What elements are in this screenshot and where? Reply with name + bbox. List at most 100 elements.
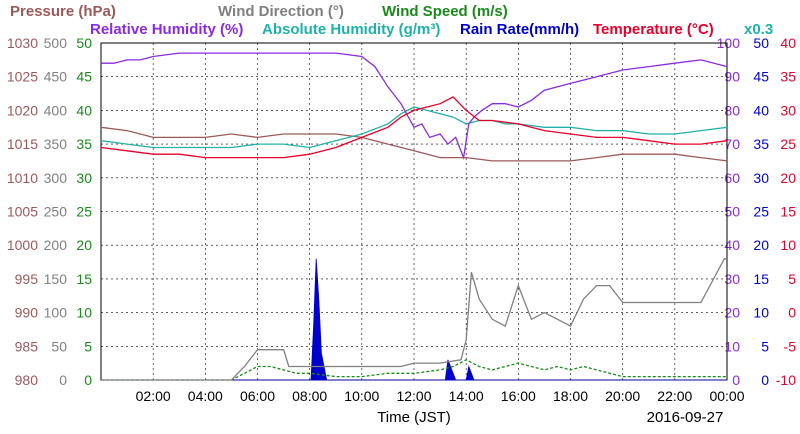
rain-rate-tick-label: 40 [753, 102, 769, 118]
wind-direction-tick-label: 200 [44, 237, 68, 253]
relative-humidity-tick-label: 90 [724, 69, 740, 85]
wind-speed-tick-label: 20 [76, 237, 92, 253]
pressure-tick-label: 1030 [7, 35, 38, 51]
series-relative-line [101, 52, 728, 161]
relative-humidity-tick-label: 30 [724, 271, 740, 287]
x-tick-label: 12:00 [396, 388, 431, 404]
rain-rate-tick-label: 0 [761, 372, 769, 388]
wind-direction-tick-label: 450 [44, 69, 68, 85]
wind-speed-tick-label: 10 [76, 305, 92, 321]
x-tick-label: 22:00 [657, 388, 692, 404]
wind-direction-tick-label: 400 [44, 102, 68, 118]
wind-speed-tick-label: 15 [76, 271, 92, 287]
pressure-tick-label: 1020 [7, 102, 38, 118]
relative-humidity-tick-label: 0 [732, 372, 740, 388]
rain-rate-tick-label: 25 [753, 204, 769, 220]
relative-humidity-tick-label: 20 [724, 305, 740, 321]
x-tick-label: 02:00 [136, 388, 171, 404]
x-tick-label: 14:00 [449, 388, 484, 404]
legend-entry: Wind Direction (°) [218, 3, 344, 20]
wind-direction-tick-label: 0 [59, 372, 67, 388]
legend-entry: Temperature (°C) [593, 21, 714, 38]
wind-speed-tick-label: 0 [84, 372, 92, 388]
temperature-tick-label: 20 [780, 170, 796, 186]
x-tick-label: 10:00 [344, 388, 379, 404]
pressure-tick-label: 1000 [7, 237, 38, 253]
legend: Pressure (hPa) Wind Direction (°) Wind Spe… [10, 3, 773, 38]
legend-entry: Relative Humidity (%) [90, 21, 243, 38]
temperature-tick-label: -10 [776, 372, 796, 388]
pressure-tick-label: 980 [15, 372, 39, 388]
grid [101, 43, 727, 380]
wind-direction-tick-label: 500 [44, 35, 68, 51]
legend-entry: Absolute Humidity (g/m³) [262, 21, 440, 38]
wind-speed-tick-label: 40 [76, 102, 92, 118]
legend-entry: Rain Rate(mm/h) [460, 21, 579, 38]
relative-humidity-tick-label: 10 [724, 338, 740, 354]
relative-humidity-tick-label: 50 [724, 204, 740, 220]
temperature-tick-label: 5 [788, 271, 796, 287]
pressure-tick-label: 1025 [7, 69, 38, 85]
series-wind-line [101, 359, 727, 381]
wind-speed-tick-label: 25 [76, 204, 92, 220]
wind-speed-tick-label: 5 [84, 338, 92, 354]
relative-humidity-tick-label: 70 [724, 136, 740, 152]
left-axes: 9809859909951000100510101015102010251030… [7, 35, 92, 388]
x-axis: 02:00 04:00 06:00 08:00 10:00 12:00 14:00 16:00… [136, 388, 745, 404]
wind-speed-tick-label: 30 [76, 170, 92, 186]
temperature-tick-label: -5 [784, 338, 797, 354]
pressure-tick-label: 995 [15, 271, 39, 287]
temperature-tick-label: 0 [788, 305, 796, 321]
pressure-tick-label: 985 [15, 338, 39, 354]
pressure-tick-label: 1005 [7, 204, 38, 220]
rain-rate-tick-label: 35 [753, 136, 769, 152]
wind-direction-tick-label: 50 [51, 338, 67, 354]
right-axes: 0102030405060708090100051015202530354045… [717, 35, 797, 388]
date-label: 2016-09-27 [647, 409, 724, 426]
temperature-tick-label: 35 [780, 69, 796, 85]
x-axis-label: Time (JST) [377, 409, 451, 426]
rain-rate-tick-label: 15 [753, 271, 769, 287]
temperature-tick-label: 25 [780, 136, 796, 152]
x-tick-label: 16:00 [501, 388, 536, 404]
relative-humidity-tick-label: 60 [724, 170, 740, 186]
wind-direction-tick-label: 150 [44, 271, 68, 287]
wind-speed-tick-label: 35 [76, 136, 92, 152]
temperature-tick-label: 15 [780, 204, 796, 220]
series-pressure-line [100, 126, 728, 162]
pressure-tick-label: 990 [15, 305, 39, 321]
rain-rate-tick-label: 50 [753, 35, 769, 51]
legend-entry: Pressure (hPa) [10, 3, 116, 20]
series-wind-line [101, 258, 727, 381]
x-tick-label: 04:00 [188, 388, 223, 404]
relative-humidity-tick-label: 40 [724, 237, 740, 253]
temperature-tick-label: 40 [780, 35, 796, 51]
x-tick-label: 08:00 [292, 388, 327, 404]
wind-direction-tick-label: 100 [44, 305, 68, 321]
legend-entry: x0.3 [744, 21, 773, 38]
x-tick-label: 20:00 [605, 388, 640, 404]
pressure-tick-label: 1015 [7, 136, 38, 152]
pressure-tick-label: 1010 [7, 170, 38, 186]
relative-humidity-tick-label: 100 [717, 35, 741, 51]
wind-direction-tick-label: 350 [44, 136, 68, 152]
rain-rate-tick-label: 30 [753, 170, 769, 186]
rain-rate-tick-label: 20 [753, 237, 769, 253]
series-temperature-line [100, 96, 728, 159]
series-rain-area [101, 258, 727, 381]
temperature-tick-label: 10 [780, 237, 796, 253]
legend-entry: Wind Speed (m/s) [382, 3, 508, 20]
temperature-tick-label: 30 [780, 102, 796, 118]
series-layer [100, 52, 728, 381]
x-tick-label: 06:00 [240, 388, 275, 404]
series-absolute-line [100, 106, 728, 149]
relative-humidity-tick-label: 80 [724, 102, 740, 118]
rain-rate-tick-label: 5 [761, 338, 769, 354]
x-tick-label: 18:00 [553, 388, 588, 404]
wind-speed-tick-label: 45 [76, 69, 92, 85]
wind-direction-tick-label: 300 [44, 170, 68, 186]
rain-rate-tick-label: 45 [753, 69, 769, 85]
wind-speed-tick-label: 50 [76, 35, 92, 51]
x-tick-label: 00:00 [709, 388, 744, 404]
